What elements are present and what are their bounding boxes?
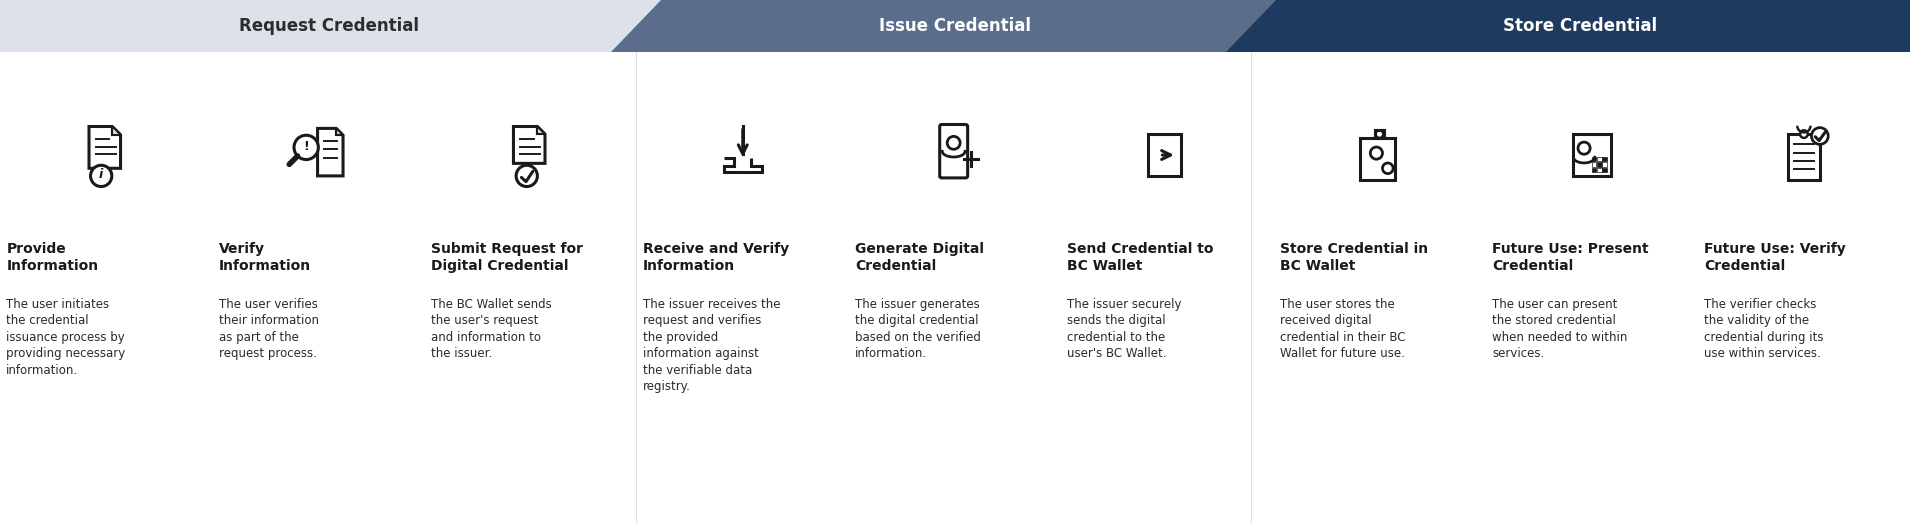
Text: Issue Credential: Issue Credential xyxy=(879,17,1031,35)
Text: Generate Digital
Credential: Generate Digital Credential xyxy=(856,242,984,274)
Text: The verifier checks
the validity of the
credential during its
use within service: The verifier checks the validity of the … xyxy=(1704,298,1824,360)
Circle shape xyxy=(294,135,319,160)
Polygon shape xyxy=(514,127,544,163)
Text: !: ! xyxy=(304,140,309,153)
Text: The user can present
the stored credential
when needed to within
services.: The user can present the stored credenti… xyxy=(1492,298,1627,360)
Bar xyxy=(1148,134,1180,176)
Bar xyxy=(1602,162,1606,167)
Text: Receive and Verify
Information: Receive and Verify Information xyxy=(644,242,789,274)
Text: The user initiates
the credential
issuance process by
providing necessary
inform: The user initiates the credential issuan… xyxy=(6,298,126,377)
Text: Verify
Information: Verify Information xyxy=(218,242,311,274)
FancyBboxPatch shape xyxy=(940,124,968,178)
Bar xyxy=(1591,162,1597,167)
Bar xyxy=(1788,134,1820,180)
Bar xyxy=(1597,157,1601,162)
Text: Provide
Information: Provide Information xyxy=(6,242,99,274)
Polygon shape xyxy=(317,129,344,176)
Bar xyxy=(1597,167,1601,172)
Text: Future Use: Verify
Credential: Future Use: Verify Credential xyxy=(1704,242,1845,274)
Bar xyxy=(1591,167,1597,172)
Bar xyxy=(1572,134,1610,176)
Text: The user verifies
their information
as part of the
request process.: The user verifies their information as p… xyxy=(218,298,319,360)
Bar xyxy=(1597,162,1601,167)
Circle shape xyxy=(516,165,537,187)
Text: The issuer receives the
request and verifies
the provided
information against
th: The issuer receives the request and veri… xyxy=(644,298,781,393)
Polygon shape xyxy=(0,0,684,52)
Text: Request Credential: Request Credential xyxy=(239,17,420,35)
Polygon shape xyxy=(611,0,1299,52)
Bar xyxy=(1375,130,1385,138)
Bar xyxy=(1602,167,1606,172)
Polygon shape xyxy=(724,158,762,173)
Polygon shape xyxy=(336,129,344,135)
Circle shape xyxy=(1811,128,1828,144)
Text: The issuer generates
the digital credential
based on the verified
information.: The issuer generates the digital credent… xyxy=(856,298,982,360)
Bar xyxy=(1360,138,1396,180)
Polygon shape xyxy=(1226,0,1910,52)
Polygon shape xyxy=(90,127,120,168)
Bar xyxy=(1591,157,1597,162)
Bar xyxy=(1602,157,1606,162)
Circle shape xyxy=(1799,130,1807,138)
Circle shape xyxy=(90,165,113,187)
Text: Store Credential: Store Credential xyxy=(1503,17,1658,35)
Text: The user stores the
received digital
credential in their BC
Wallet for future us: The user stores the received digital cre… xyxy=(1280,298,1406,360)
Text: Future Use: Present
Credential: Future Use: Present Credential xyxy=(1492,242,1648,274)
Text: Store Credential in
BC Wallet: Store Credential in BC Wallet xyxy=(1280,242,1429,274)
Text: The BC Wallet sends
the user's request
and information to
the issuer.: The BC Wallet sends the user's request a… xyxy=(432,298,552,360)
Text: The issuer securely
sends the digital
credential to the
user's BC Wallet.: The issuer securely sends the digital cr… xyxy=(1068,298,1182,360)
Text: i: i xyxy=(99,168,103,181)
Polygon shape xyxy=(537,127,544,134)
Text: Send Credential to
BC Wallet: Send Credential to BC Wallet xyxy=(1068,242,1215,274)
Polygon shape xyxy=(113,127,120,135)
Text: Submit Request for
Digital Credential: Submit Request for Digital Credential xyxy=(432,242,583,274)
